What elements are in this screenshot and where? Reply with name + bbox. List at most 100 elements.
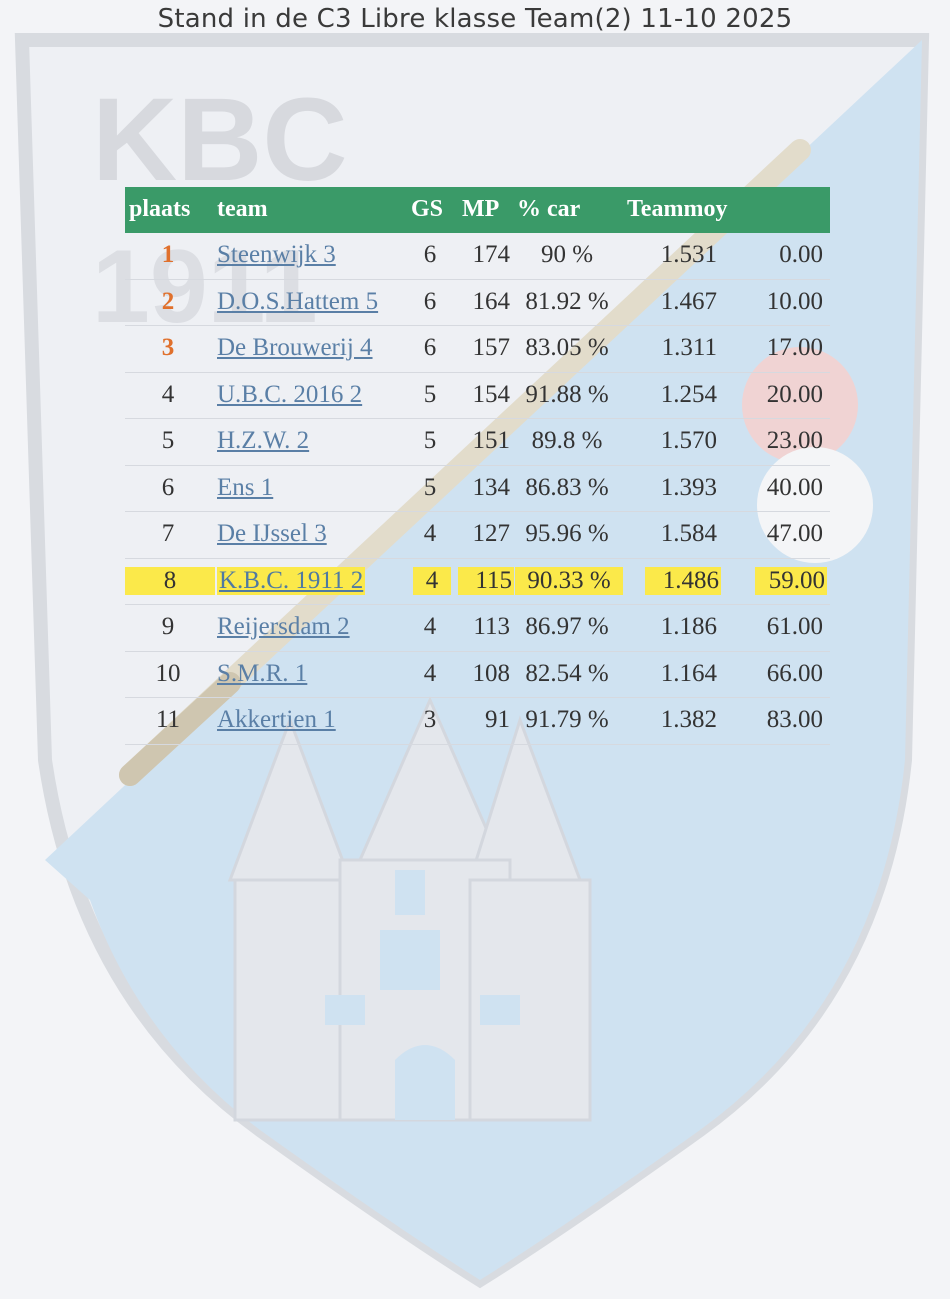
cell-teammoy: 1.467 [660, 287, 717, 315]
white-ball-icon [757, 447, 873, 563]
table-row: 1 Steenwijk 3 6 174 90 % 1.531 0.00 [125, 233, 830, 280]
cell-car: 91.88 % [525, 380, 609, 408]
table-row: 9 Reijersdam 2 4 113 86.97 % 1.186 61.00 [125, 605, 830, 652]
cell-teammoy: 1.186 [660, 613, 717, 640]
cell-car: 91.79 % [525, 706, 609, 733]
cell-points: 59.00 [755, 566, 827, 595]
cell-mp: 108 [472, 659, 511, 687]
team-link[interactable]: S.M.R. 1 [217, 659, 308, 687]
cell-teammoy: 1.254 [660, 380, 717, 408]
team-link[interactable]: Steenwijk 3 [217, 241, 336, 268]
cell-points: 66.00 [766, 659, 823, 687]
cell-gs: 5 [423, 473, 437, 501]
cell-gs: 6 [423, 241, 437, 268]
cell-plaats: 8 [125, 566, 215, 595]
standings-table: plaats team GS MP % car Teammoy 1 Steenwi… [125, 187, 830, 745]
cell-plaats: 4 [161, 380, 175, 408]
cell-gs: 4 [423, 613, 437, 640]
cell-teammoy: 1.393 [660, 473, 717, 501]
cell-mp: 115 [458, 566, 514, 595]
watermark-kbc: KBC [92, 74, 348, 206]
cell-mp: 164 [472, 287, 511, 315]
cell-points: 17.00 [766, 334, 823, 361]
cell-mp: 134 [472, 473, 511, 501]
cell-teammoy: 1.584 [660, 520, 717, 547]
cell-car: 89.8 % [531, 427, 603, 454]
cell-car: 86.97 % [525, 613, 609, 640]
table-row: 11 Akkertien 1 3 91 91.79 % 1.382 83.00 [125, 698, 830, 745]
table-row: 2 D.O.S.Hattem 5 6 164 81.92 % 1.467 10.00 [125, 280, 830, 326]
red-ball-icon [742, 347, 858, 463]
page-title: Stand in de C3 Libre klasse Team(2) 11-1… [157, 4, 793, 34]
cell-gs: 3 [423, 706, 437, 733]
cell-points: 23.00 [766, 427, 823, 454]
cell-gs: 4 [423, 520, 437, 547]
team-link[interactable]: D.O.S.Hattem 5 [217, 287, 379, 315]
table-row: 7 De IJssel 3 4 127 95.96 % 1.584 47.00 [125, 512, 830, 559]
cell-mp: 174 [472, 241, 511, 268]
team-link[interactable]: U.B.C. 2016 2 [217, 380, 363, 408]
header-mp: MP [462, 196, 500, 222]
cell-car: 82.54 % [525, 659, 609, 687]
cell-plaats: 7 [161, 520, 175, 547]
cell-mp: 154 [472, 380, 511, 408]
cell-plaats: 6 [161, 473, 175, 501]
team-link[interactable]: De IJssel 3 [217, 520, 327, 547]
cell-gs: 6 [423, 334, 437, 361]
header-team: team [217, 196, 268, 222]
header-gs: GS [411, 196, 444, 222]
cell-teammoy: 1.486 [645, 566, 721, 595]
table-row: 4 U.B.C. 2016 2 5 154 91.88 % 1.254 20.00 [125, 373, 830, 419]
cell-mp: 127 [472, 520, 511, 547]
table-row: 8 K.B.C. 1911 2 4 115 90.33 % 1.486 59.00 [125, 559, 830, 605]
cell-teammoy: 1.311 [661, 334, 717, 361]
cell-points: 0.00 [779, 241, 823, 268]
table-row: 3 De Brouwerij 4 6 157 83.05 % 1.311 17.00 [125, 326, 830, 373]
team-link[interactable]: Reijersdam 2 [217, 613, 350, 640]
cell-car: 90.33 % [515, 566, 623, 595]
cell-points: 83.00 [766, 706, 823, 733]
header-teammoy: Teammoy [627, 196, 728, 222]
cell-plaats: 1 [161, 241, 175, 268]
cell-points: 61.00 [766, 613, 823, 640]
cell-mp: 113 [473, 613, 510, 640]
cell-plaats: 11 [155, 706, 181, 733]
cell-gs: 5 [423, 427, 437, 454]
cell-points: 47.00 [766, 520, 823, 547]
cell-gs: 4 [413, 566, 451, 595]
cell-teammoy: 1.531 [660, 241, 717, 268]
team-link[interactable]: Akkertien 1 [217, 706, 336, 733]
cell-points: 10.00 [766, 287, 823, 315]
cell-mp: 91 [485, 706, 510, 733]
cell-points: 20.00 [766, 380, 823, 408]
cell-mp: 151 [472, 427, 511, 454]
table-row: 6 Ens 1 5 134 86.83 % 1.393 40.00 [125, 466, 830, 512]
cell-plaats: 5 [161, 427, 175, 454]
team-link[interactable]: Ens 1 [217, 473, 274, 501]
team-link[interactable]: De Brouwerij 4 [217, 334, 373, 361]
cell-car: 95.96 % [525, 520, 609, 547]
cell-gs: 4 [423, 659, 437, 687]
table-row: 5 H.Z.W. 2 5 151 89.8 % 1.570 23.00 [125, 419, 830, 466]
header-car: % car [517, 196, 581, 222]
team-link[interactable]: K.B.C. 1911 2 [217, 566, 366, 595]
cell-plaats: 9 [161, 613, 175, 640]
team-link[interactable]: H.Z.W. 2 [217, 427, 310, 454]
table-row: 10 S.M.R. 1 4 108 82.54 % 1.164 66.00 [125, 652, 830, 698]
header-plaats: plaats [129, 196, 191, 222]
cell-teammoy: 1.382 [660, 706, 717, 733]
cell-plaats: 2 [161, 287, 175, 315]
cell-mp: 157 [472, 334, 511, 361]
cell-car: 81.92 % [525, 287, 609, 315]
cell-car: 83.05 % [525, 334, 609, 361]
cell-plaats: 3 [161, 334, 175, 361]
cell-gs: 6 [423, 287, 437, 315]
cell-points: 40.00 [766, 473, 823, 501]
cell-car: 86.83 % [525, 473, 609, 501]
cell-teammoy: 1.570 [660, 427, 717, 454]
cell-plaats: 10 [155, 659, 181, 687]
cell-teammoy: 1.164 [660, 659, 717, 687]
cell-car: 90 % [540, 241, 594, 268]
table-header: plaats team GS MP % car Teammoy [125, 187, 830, 233]
